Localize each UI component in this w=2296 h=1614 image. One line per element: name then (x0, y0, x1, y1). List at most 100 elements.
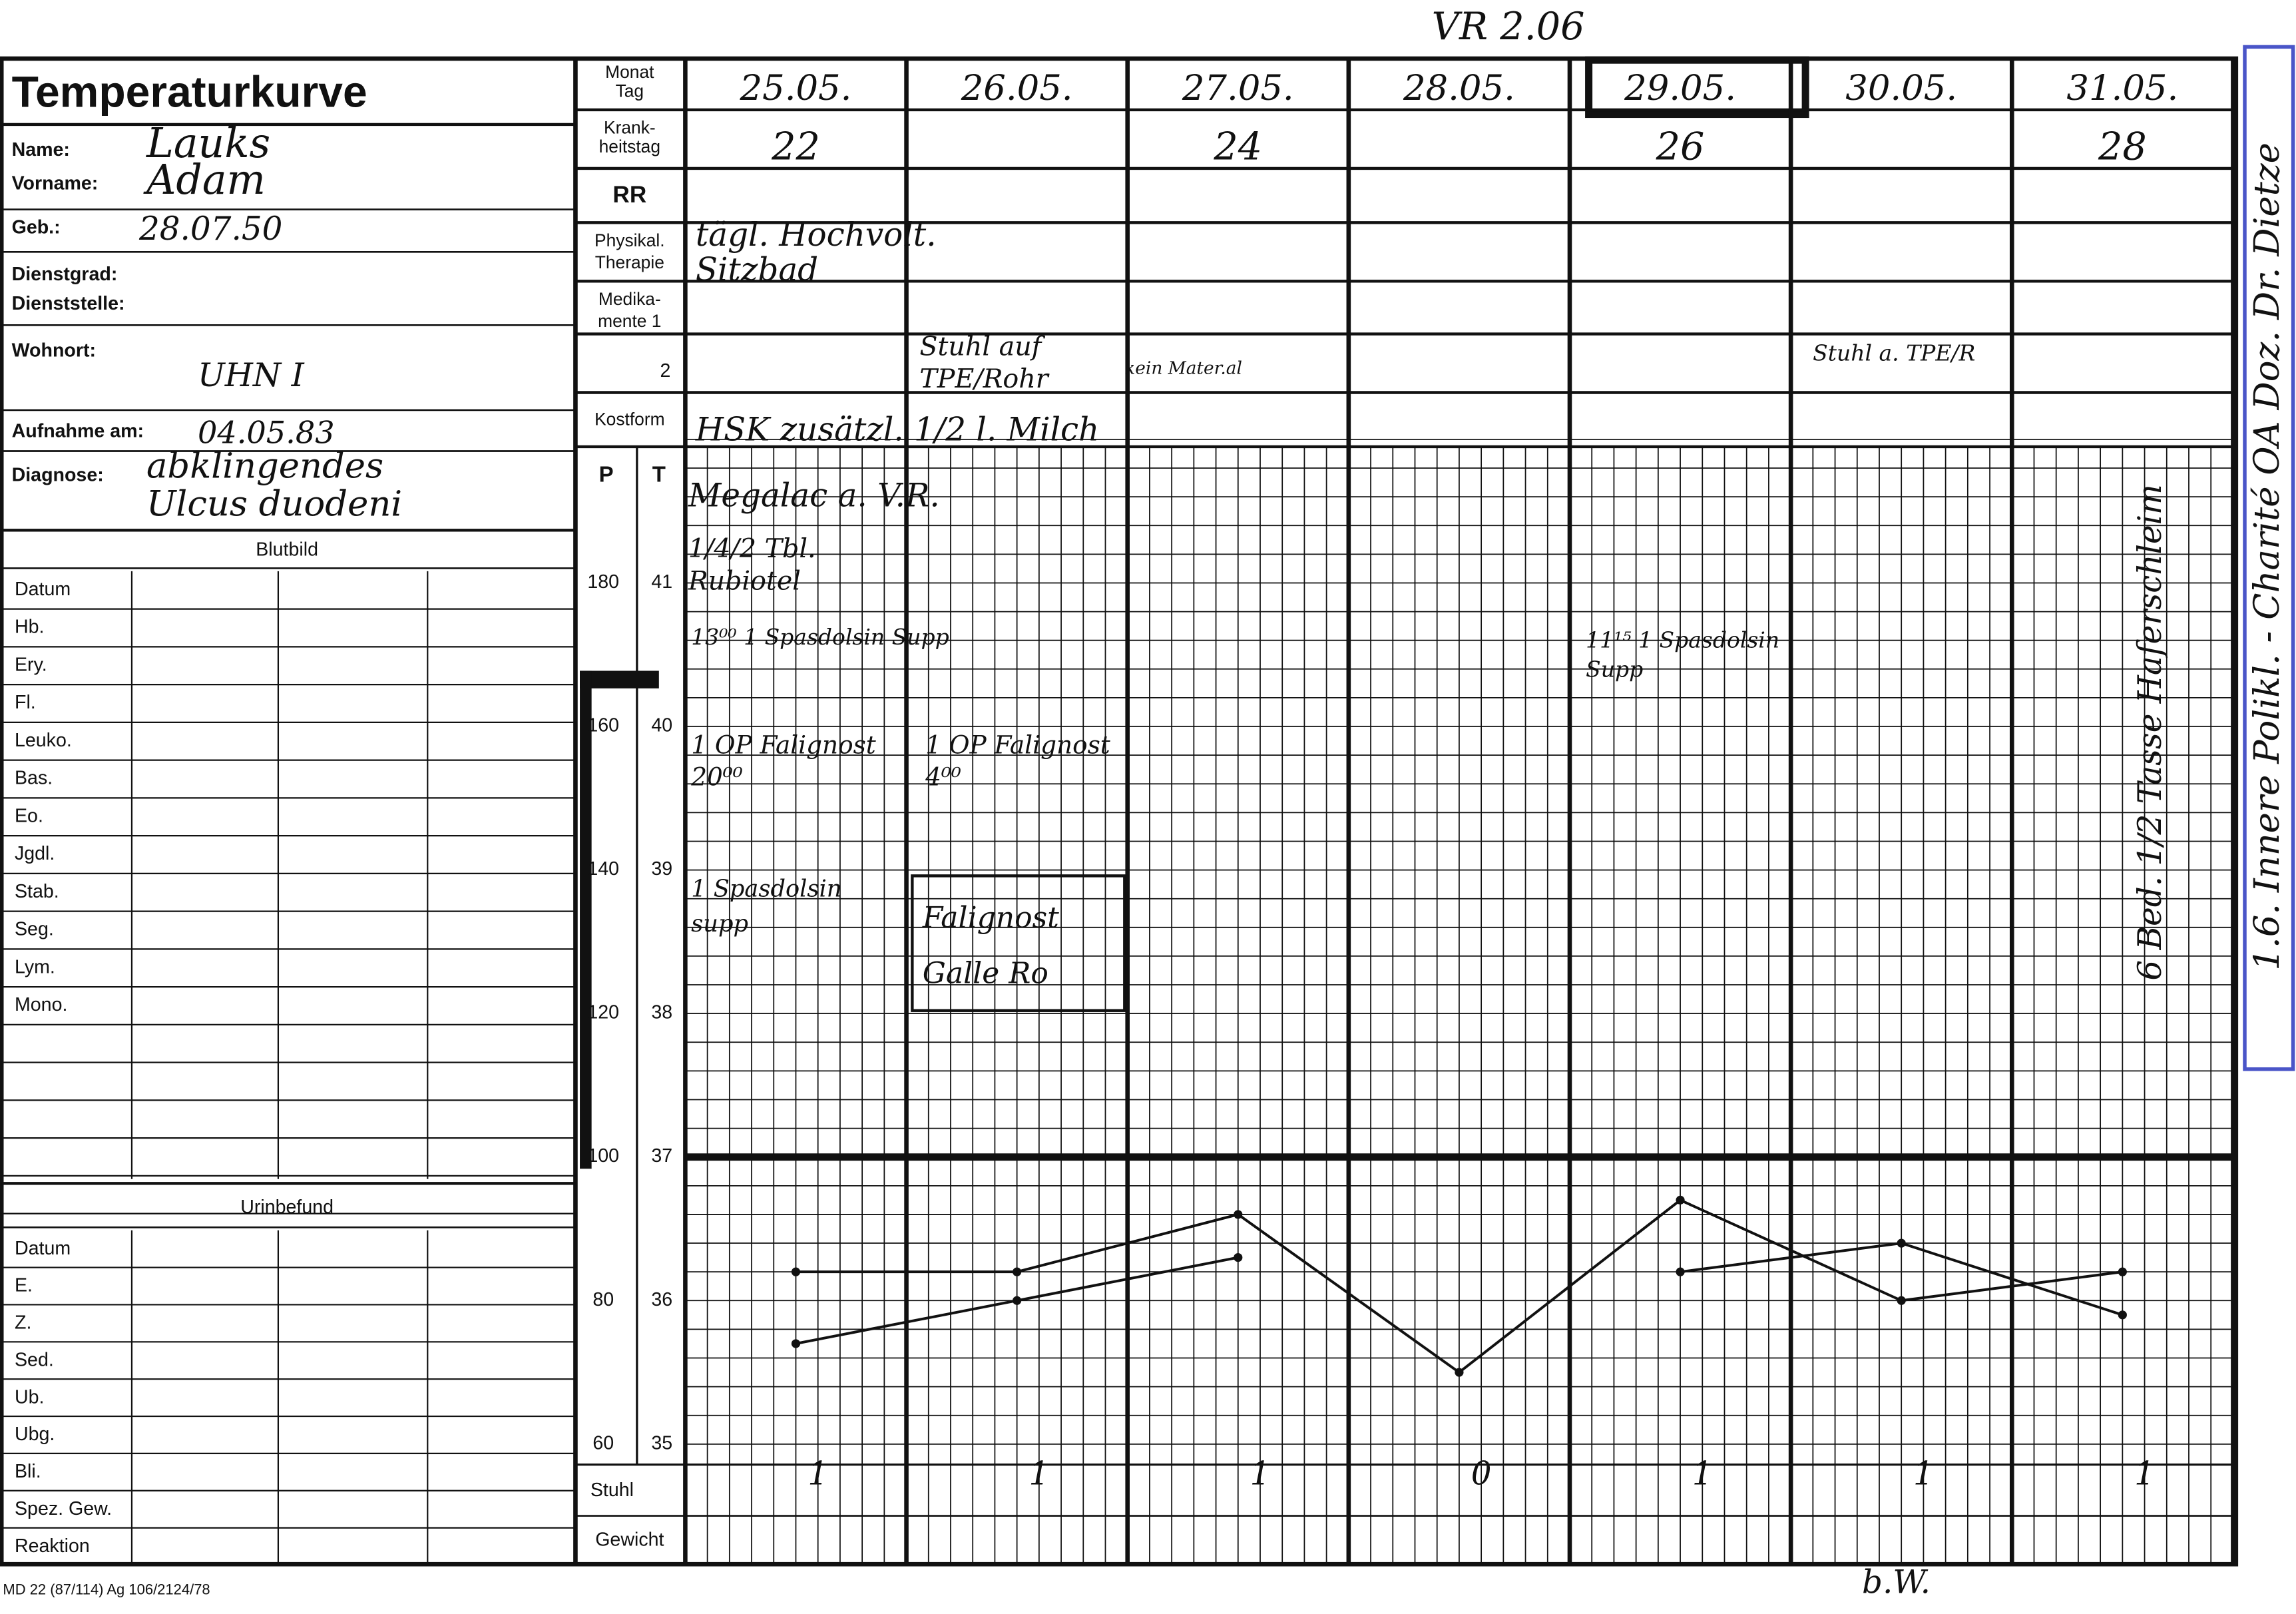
note: 1/4/2 Tbl. (688, 533, 816, 564)
row-label: Datum (15, 579, 71, 600)
field-value: Lauks (146, 119, 270, 167)
field-label: Geb.: (12, 217, 61, 238)
pulse-scale-label: 140 (587, 858, 619, 880)
day-of-illness: 26 (1656, 125, 1705, 168)
row-label: Lym. (15, 957, 55, 978)
temperature-scale-label: 41 (651, 571, 672, 593)
side-stamp: 1.6. Innere Polikl. - Charité OA Doz. Dr… (2247, 142, 2287, 971)
temperature-point (1676, 1195, 1685, 1205)
temperature-point (1676, 1267, 1685, 1276)
date: 25.05. (740, 68, 852, 109)
note: TPE/Rohr (919, 364, 1049, 394)
temperature-point (1897, 1296, 1906, 1305)
row-label: Stuhl (590, 1480, 634, 1501)
row-label: Spez. Gew. (15, 1498, 112, 1519)
row-label: heitstag (599, 136, 660, 156)
note: 20⁰⁰ (690, 762, 743, 792)
field-value: abklingendes (146, 445, 383, 486)
note: Stuhl a. TPE/R (1813, 340, 1975, 366)
scale-marker (580, 671, 659, 688)
temperature-scale-label: 35 (651, 1432, 672, 1454)
note: 1 Spasdolsin (691, 875, 841, 902)
temperature-scale-label: 40 (651, 715, 672, 736)
note: Falignost (922, 901, 1059, 935)
current-day-box (1585, 56, 1809, 119)
date: 29.05. (1624, 68, 1736, 109)
temperature-point (1013, 1296, 1022, 1305)
date: 26.05. (961, 68, 1073, 109)
stool-count: 1 (1250, 1456, 1271, 1493)
row-label: Ubg. (15, 1424, 55, 1445)
note: Megalac a. V.R. (688, 477, 940, 514)
note: supp (691, 910, 748, 938)
highlight-box (2243, 45, 2295, 1071)
row-label: Sed. (15, 1349, 54, 1370)
note: Galle Ro (923, 956, 1048, 990)
bottom-note: b.W. (1862, 1563, 1931, 1601)
row-label: mente 1 (598, 311, 661, 331)
field-label: Diagnose: (12, 464, 104, 485)
field-value: 04.05.83 (198, 414, 335, 450)
temperature-point (2118, 1267, 2127, 1276)
row-label: Physikal. (594, 230, 665, 250)
field-value: Ulcus duodeni (146, 484, 402, 525)
note: 13⁰⁰ 1 Spasdolsin Supp (691, 624, 949, 650)
field-label: Name: (12, 139, 70, 160)
stool-count: 1 (1029, 1456, 1049, 1493)
temperature-point (1234, 1210, 1243, 1219)
note: 11¹⁵ 1 Spasdolsin (1586, 627, 1779, 653)
pulse-scale-label: 100 (587, 1145, 619, 1167)
row-label: Mono. (15, 994, 67, 1015)
row-label: E. (15, 1275, 33, 1296)
form-title: Temperaturkurve (12, 67, 367, 116)
field-label: Dienstgrad: (12, 264, 118, 285)
temperature-point (2118, 1310, 2127, 1320)
note: Sitzbad (696, 252, 818, 289)
temperature-point (1013, 1267, 1022, 1276)
day-of-illness: 24 (1213, 125, 1262, 168)
pulse-scale-label: 80 (592, 1289, 614, 1310)
row-label: Z. (15, 1312, 31, 1334)
row-label: Jgdl. (15, 843, 55, 864)
row-label: Leuko. (15, 730, 72, 751)
field-label: Vorname: (12, 173, 99, 194)
stool-count: 1 (807, 1456, 828, 1493)
field-label: Wohnort: (12, 340, 96, 361)
day-of-illness: 22 (771, 125, 820, 168)
row-label: Fl. (15, 692, 36, 713)
row-label: Eo. (15, 806, 43, 827)
row-label: Medika- (598, 289, 661, 309)
note: Supp (1586, 656, 1643, 682)
temperature-point (1897, 1238, 1906, 1248)
field-label: Aufnahme am: (12, 420, 144, 441)
note: tägl. Hochvolt. (696, 216, 937, 254)
field-value: UHN I (198, 357, 305, 394)
side-note: 6 Bed. 1/2 Tasse Haferschleim (2132, 484, 2169, 981)
temperature-scale-label: 38 (651, 1002, 672, 1023)
row-label: Tag (616, 81, 644, 101)
row-label: Gewicht (595, 1529, 664, 1551)
field-value: 28.07.50 (138, 210, 282, 248)
temperature-point (791, 1267, 801, 1276)
row-label: Datum (15, 1238, 71, 1259)
outer-frame (0, 56, 2239, 1567)
note: 1 OP Falignost (691, 730, 877, 759)
temperature-scale-label: 37 (651, 1145, 672, 1167)
form-number: MD 22 (87/114) Ag 106/2124/78 (3, 1581, 210, 1598)
row-label: Bas. (15, 768, 53, 789)
field-label: Dienststelle: (12, 293, 125, 314)
row-label: Ub. (15, 1386, 44, 1408)
stool-count: 0 (1471, 1456, 1492, 1493)
scale-marker (580, 671, 592, 1169)
stamp: VR 2.06 (1432, 5, 1585, 49)
date: 27.05. (1182, 68, 1294, 109)
stool-count: 1 (1913, 1456, 1934, 1493)
row-label: Stab. (15, 881, 59, 902)
row-label: RR (612, 182, 646, 208)
row-label: Bli. (15, 1461, 41, 1482)
date: 30.05. (1845, 68, 1957, 109)
row-label: Kostform (594, 409, 665, 429)
note: 4⁰⁰ (925, 762, 961, 792)
section-title: Urinbefund (240, 1197, 334, 1218)
